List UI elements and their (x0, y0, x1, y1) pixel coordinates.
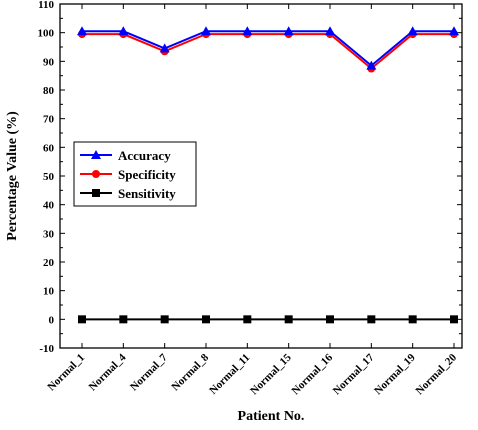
y-tick-label: 50 (43, 171, 55, 183)
legend-label-specificity: Specificity (118, 167, 176, 182)
y-axis-title: Percentage Value (%) (5, 111, 20, 241)
y-tick-label: 30 (43, 228, 55, 240)
point-sensitivity (284, 315, 293, 324)
y-axis: -10 0 10 20 30 40 50 60 70 80 90 100 110 (38, 0, 462, 355)
series-sensitivity (78, 315, 458, 324)
point-accuracy (159, 43, 170, 53)
point-accuracy (449, 26, 459, 36)
point-sensitivity (160, 315, 169, 324)
x-tick-label: Normal_19 (372, 351, 418, 397)
point-sensitivity (119, 315, 128, 324)
point-accuracy (77, 26, 87, 36)
point-sensitivity (202, 315, 210, 324)
legend-marker-specificity (92, 170, 100, 178)
x-tick-label: Normal_1 (45, 352, 87, 394)
legend-label-accuracy: Accuracy (118, 148, 171, 163)
point-sensitivity (450, 315, 458, 324)
point-accuracy (283, 26, 294, 36)
legend-label-sensitivity: Sensitivity (118, 186, 176, 201)
series-accuracy (77, 26, 459, 70)
point-accuracy (366, 60, 377, 70)
x-tick-label: Normal_15 (248, 351, 294, 397)
point-sensitivity (408, 315, 417, 324)
y-tick-label: 10 (43, 286, 55, 298)
x-tick-label: Normal_20 (413, 351, 459, 397)
legend: Accuracy Specificity Sensitivity (73, 141, 197, 207)
y-tick-label: -10 (39, 343, 54, 355)
point-accuracy (242, 26, 253, 36)
y-tick-label: 20 (43, 257, 55, 269)
x-tick-label: Normal_8 (169, 351, 211, 393)
x-tick-label: Normal_7 (128, 351, 170, 393)
point-sensitivity (326, 315, 334, 324)
point-accuracy (201, 26, 211, 36)
point-sensitivity (367, 315, 376, 324)
point-sensitivity (243, 315, 252, 324)
legend-marker-accuracy (91, 150, 101, 159)
series-layer (77, 26, 459, 324)
x-axis-title: Patient No. (238, 409, 305, 424)
series-line-specificity (82, 33, 454, 70)
y-tick-label: 110 (38, 0, 54, 11)
legend-marker-sensitivity (92, 189, 100, 197)
y-tick-label: 70 (43, 114, 55, 126)
point-accuracy (118, 26, 129, 36)
x-tick-label: Normal_17 (331, 351, 377, 397)
series-line-accuracy (82, 30, 454, 67)
point-sensitivity (78, 315, 86, 324)
y-tick-label: 0 (49, 314, 55, 326)
y-tick-label: 60 (43, 142, 55, 154)
y-tick-label: 80 (43, 85, 55, 97)
y-tick-label: 100 (38, 28, 55, 40)
x-tick-label: Normal_4 (87, 351, 129, 393)
y-tick-label: 40 (43, 200, 55, 212)
point-accuracy (407, 26, 418, 36)
x-tick-label: Normal_11 (207, 352, 252, 397)
x-tick-label: Normal_16 (289, 351, 335, 397)
point-accuracy (325, 26, 335, 36)
y-tick-label: 90 (43, 56, 55, 68)
